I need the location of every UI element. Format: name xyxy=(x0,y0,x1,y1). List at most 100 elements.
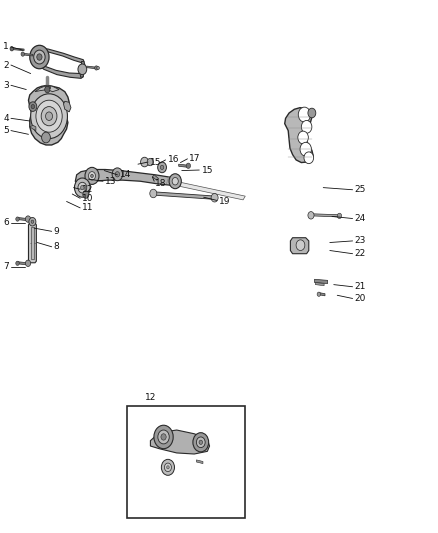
Polygon shape xyxy=(153,192,216,199)
Circle shape xyxy=(46,112,53,120)
Polygon shape xyxy=(136,173,245,200)
Circle shape xyxy=(298,107,311,122)
Polygon shape xyxy=(319,293,325,296)
Polygon shape xyxy=(150,430,209,454)
Circle shape xyxy=(300,142,311,156)
Circle shape xyxy=(186,163,191,168)
Circle shape xyxy=(161,434,166,440)
Circle shape xyxy=(211,193,218,202)
Text: 11: 11 xyxy=(82,204,94,212)
Circle shape xyxy=(161,459,174,475)
Polygon shape xyxy=(290,238,309,254)
Polygon shape xyxy=(314,279,328,284)
Polygon shape xyxy=(12,48,24,51)
Polygon shape xyxy=(18,262,28,265)
Text: 10: 10 xyxy=(82,194,94,203)
Circle shape xyxy=(10,47,14,51)
Circle shape xyxy=(112,168,123,181)
Polygon shape xyxy=(31,227,34,259)
Circle shape xyxy=(308,212,314,219)
Circle shape xyxy=(193,433,208,452)
Text: 22: 22 xyxy=(355,249,366,258)
Circle shape xyxy=(88,172,95,180)
Circle shape xyxy=(29,217,36,226)
Circle shape xyxy=(31,94,67,139)
Circle shape xyxy=(81,185,84,190)
Text: 3: 3 xyxy=(3,81,9,90)
Bar xyxy=(127,406,245,518)
Text: 5: 5 xyxy=(3,126,9,135)
Polygon shape xyxy=(285,108,313,163)
Circle shape xyxy=(91,174,93,177)
Polygon shape xyxy=(28,223,36,263)
Circle shape xyxy=(160,165,164,169)
Text: 15: 15 xyxy=(150,158,161,166)
Circle shape xyxy=(34,50,45,64)
Text: 13: 13 xyxy=(105,177,117,185)
Polygon shape xyxy=(152,175,159,180)
Text: 14: 14 xyxy=(120,171,131,179)
Polygon shape xyxy=(196,460,203,464)
Circle shape xyxy=(301,120,312,133)
Polygon shape xyxy=(179,164,188,167)
Circle shape xyxy=(85,167,99,184)
Circle shape xyxy=(30,45,49,69)
Text: 16: 16 xyxy=(168,156,180,164)
Circle shape xyxy=(158,430,169,444)
Circle shape xyxy=(45,86,50,93)
Text: 25: 25 xyxy=(355,185,366,194)
Circle shape xyxy=(115,172,120,177)
Circle shape xyxy=(196,437,205,448)
Circle shape xyxy=(308,108,316,118)
Polygon shape xyxy=(45,86,50,88)
Circle shape xyxy=(158,162,166,173)
Text: 2: 2 xyxy=(3,61,9,69)
Circle shape xyxy=(78,182,87,193)
Circle shape xyxy=(298,131,308,144)
Text: 4: 4 xyxy=(3,114,9,123)
Text: 6: 6 xyxy=(3,219,9,227)
Circle shape xyxy=(296,240,305,251)
Circle shape xyxy=(95,66,98,70)
Circle shape xyxy=(141,157,148,167)
Polygon shape xyxy=(37,48,84,63)
Polygon shape xyxy=(75,169,180,185)
Circle shape xyxy=(199,440,202,445)
Circle shape xyxy=(36,100,62,132)
Polygon shape xyxy=(23,53,33,56)
Circle shape xyxy=(337,213,342,219)
Text: 12: 12 xyxy=(145,393,157,402)
Text: 1: 1 xyxy=(3,43,9,51)
Circle shape xyxy=(25,260,31,266)
Text: 15: 15 xyxy=(201,166,213,174)
Circle shape xyxy=(304,152,314,164)
Circle shape xyxy=(21,52,25,56)
Circle shape xyxy=(150,189,157,198)
Polygon shape xyxy=(30,125,36,131)
Polygon shape xyxy=(80,61,85,77)
Circle shape xyxy=(97,66,99,69)
Circle shape xyxy=(147,158,153,166)
Polygon shape xyxy=(18,217,28,221)
Circle shape xyxy=(29,102,37,111)
Circle shape xyxy=(25,216,31,222)
Polygon shape xyxy=(87,66,96,69)
Polygon shape xyxy=(311,214,339,217)
Circle shape xyxy=(16,217,19,221)
Circle shape xyxy=(16,261,19,265)
Circle shape xyxy=(83,191,89,198)
Circle shape xyxy=(166,466,169,469)
Text: 9: 9 xyxy=(53,227,59,236)
Text: 19: 19 xyxy=(219,197,230,206)
Text: 20: 20 xyxy=(355,294,366,303)
Text: 23: 23 xyxy=(355,237,366,245)
Circle shape xyxy=(31,104,35,109)
Text: 7: 7 xyxy=(3,262,9,271)
Circle shape xyxy=(42,132,50,143)
Text: 17: 17 xyxy=(189,155,201,163)
Text: 21: 21 xyxy=(355,282,366,291)
Circle shape xyxy=(169,174,181,189)
Circle shape xyxy=(41,107,57,126)
Polygon shape xyxy=(315,282,324,286)
Polygon shape xyxy=(35,85,59,92)
